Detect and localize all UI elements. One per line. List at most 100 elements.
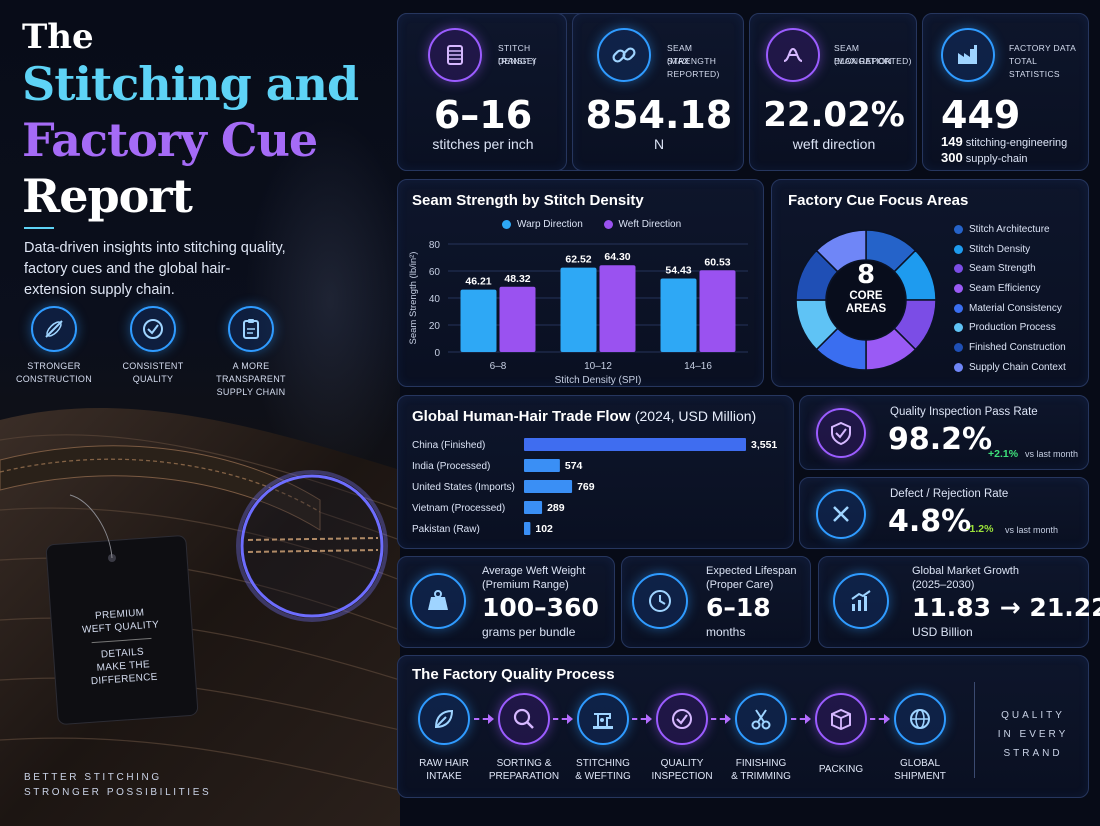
detail-number: 300 [941,150,963,165]
hair-photo-illustration [0,408,400,826]
legend-item: Supply Chain Context [954,358,1084,378]
stat-value: 854.18 [585,93,733,137]
defect-suffix: vs last month [1005,525,1059,535]
donut-center-label-2: AREAS [845,303,887,315]
pass-suffix: vs last month [1025,449,1079,459]
title-line-report: Report [22,169,193,223]
magnifier-icon [498,693,550,745]
scissors-icon [735,693,787,745]
focus-areas-panel: Factory Cue Focus Areas 8 CORE AREAS Sti… [771,179,1089,387]
legend-label: Seam Efficiency [969,283,1041,295]
metric-label-1: Average Weft Weight [482,565,586,577]
process-arrow [791,718,805,720]
donut-legend: Stitch Architecture Stitch Density Seam St… [954,220,1084,378]
y-tick-label: 20 [429,321,441,332]
step-label-stitching: STITCHING & WEFTING [558,757,648,783]
title-line-factory: Factory Cue [22,113,318,167]
trade-bar [524,459,560,472]
legend-swatch [954,283,963,293]
donut-hole [827,261,905,339]
stat-card-factory: FACTORY DATA TOTAL STATISTICS 449 149 st… [922,13,1089,171]
donut-center-label-1: CORE [849,290,883,302]
bar-warp [460,289,497,352]
process-arrow-head [884,714,890,724]
legend-item: Seam Strength [954,259,1084,279]
step-line-2: SHIPMENT [894,771,946,782]
trade-value-label: 574 [565,460,583,472]
legend-swatch-warp [502,219,511,229]
bar-warp [660,278,697,352]
stat-label-1: SEAM ELONGATION [834,43,893,66]
trade-category-label: United States (Imports) [412,482,515,493]
feature-label-1: A MORE [232,361,270,371]
footer-line-1: BETTER STITCHING [24,772,162,783]
step-line-2: INTAKE [426,771,462,782]
metric-unit: grams per bundle [482,625,576,639]
legend-swatch [954,264,963,274]
legend-swatch [954,244,963,254]
growth-chart-icon [833,573,889,629]
process-arrow [870,718,884,720]
step-line-1: PACKING [818,764,864,775]
bar-value-label: 60.53 [704,256,730,268]
hang-tag: PREMIUM WEFT QUALITY DETAILS MAKE THE DI… [59,604,184,690]
bar-warp [560,267,597,352]
step-line-2: INSPECTION [651,771,713,782]
detail-number: 149 [941,134,963,149]
x-tick-label: 10–12 [584,361,612,372]
metric-label-2: (Proper Care) [706,579,774,591]
weft-weight-card: Average Weft Weight (Premium Range) 100–… [397,556,615,648]
trade-category-label: India (Processed) [412,461,490,472]
seam-strength-chart-panel: Seam Strength by Stitch Density Warp Dir… [397,179,764,387]
y-tick-label: 80 [429,240,441,251]
legend-swatch [954,342,963,352]
trade-title-suffix: (2024, USD Million) [634,408,757,424]
defect-label: Defect / Rejection Rate [890,488,1009,500]
step-label-finishing: FINISHING & TRIMMING [716,757,806,783]
feature-label-2: CONSTRUCTION [15,374,93,384]
weight-icon [410,573,466,629]
step-line-2: & TRIMMING [731,771,791,782]
factory-detail-2: 300 supply-chain [941,150,1028,165]
step-label-packing: PACKING [796,763,886,776]
metric-label-2: (Premium Range) [482,579,569,591]
feature-label-2: TRANSPARENT [216,374,286,384]
stat-value: 449 [941,93,1021,137]
clock-icon [632,573,688,629]
trade-value-label: 3,551 [751,439,777,451]
process-arrow [474,718,488,720]
legend-label: Seam Strength [969,263,1036,275]
stat-label-1: SEAM STRENGTH [667,43,717,66]
factory-icon [941,28,995,82]
legend-swatch [954,362,963,372]
process-title: The Factory Quality Process [412,666,615,683]
process-arrow [553,718,567,720]
tag-divider [91,637,152,644]
footer-line-2: STRONGER POSSIBILITIES [24,787,212,798]
legend-item: Finished Construction [954,338,1084,358]
detail-text: supply-chain [965,153,1028,165]
feature-label-1: CONSISTENT [122,361,184,371]
motto-line-2: IN EVERY [997,729,1069,740]
metric-unit: USD Billion [912,625,973,639]
pass-label: Quality Inspection Pass Rate [890,406,1038,418]
defect-rate-card: Defect / Rejection Rate 4.8% -1.2% vs la… [799,477,1089,549]
legend-item: Stitch Density [954,240,1084,260]
process-arrow-head [567,714,573,724]
factory-detail-1: 149 stitching-engineering [941,134,1067,149]
metric-value: 100–360 [482,593,599,622]
y-tick-label: 60 [429,267,441,278]
legend-label-weft: Weft Direction [618,219,682,230]
defect-change: -1.2% [966,523,994,535]
step-line-1: QUALITY [660,758,704,769]
process-arrow [711,718,725,720]
pass-change: +2.1% [988,448,1019,460]
step-line-1: GLOBAL [899,758,941,769]
chain-link-icon [597,28,651,82]
trade-value-label: 102 [535,523,553,535]
step-line-1: RAW HAIR [419,758,469,769]
step-line-2: & WEFTING [575,771,631,782]
metric-label-2: (2025–2030) [912,579,975,591]
bar-weft [499,286,536,352]
metric-label-1: Expected Lifespan [706,565,797,577]
